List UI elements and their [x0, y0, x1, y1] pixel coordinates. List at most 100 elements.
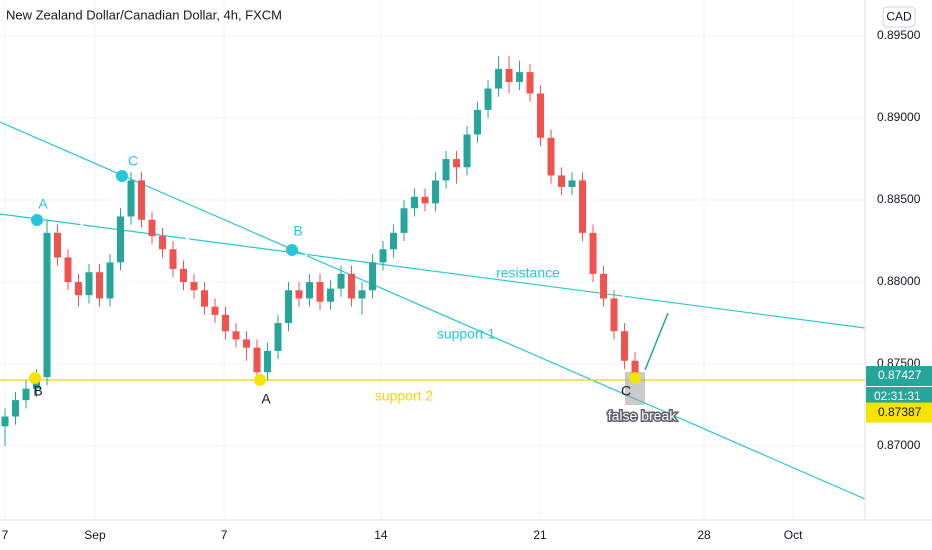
candle-body — [369, 262, 377, 291]
candle-body — [442, 159, 450, 181]
points — [29, 170, 641, 386]
y-tick-label: 0.89500 — [877, 28, 921, 42]
candle-body — [316, 282, 324, 302]
candle-body — [201, 290, 209, 307]
last-price-box — [866, 366, 932, 387]
candle-body — [11, 400, 19, 417]
candle-body — [505, 68, 513, 82]
candle-body — [568, 180, 576, 187]
candle-body — [421, 196, 429, 204]
currency-box[interactable] — [882, 6, 916, 28]
candle-body — [547, 137, 555, 176]
point — [254, 374, 266, 386]
point — [116, 170, 128, 182]
annotation: support 2 — [375, 388, 434, 404]
point — [629, 372, 641, 384]
candle-body — [1, 416, 9, 427]
candle-body — [106, 262, 114, 299]
candle-body — [159, 236, 167, 250]
candle-body — [453, 159, 461, 168]
point — [29, 372, 41, 384]
annotation: B — [33, 383, 42, 399]
point — [31, 214, 43, 226]
y-tick-label: 0.89000 — [877, 110, 921, 124]
pattern-arc — [33, 198, 262, 381]
bid-label: 0.87387 — [878, 405, 922, 419]
annotation: C — [621, 383, 631, 399]
candles — [1, 55, 639, 447]
candle-body — [85, 272, 93, 296]
candle-body — [327, 288, 335, 302]
candle-body — [138, 180, 146, 220]
x-tick-label: 7 — [221, 528, 228, 542]
candle-body — [432, 180, 440, 204]
annotation: B — [293, 223, 302, 239]
candle-body — [495, 68, 503, 89]
candle-body — [169, 249, 177, 269]
x-tick-label: 14 — [374, 528, 388, 542]
point — [286, 244, 298, 256]
candle-body — [127, 180, 135, 217]
candle-body — [579, 180, 587, 233]
candle-body — [190, 282, 198, 291]
x-tick-label: 7 — [2, 528, 9, 542]
candle-body — [526, 72, 534, 94]
y-tick-label: 0.88000 — [877, 274, 921, 288]
candle-body — [348, 273, 356, 299]
arrow-line — [644, 312, 669, 371]
candle-body — [285, 290, 293, 324]
candle-body — [463, 134, 471, 168]
candle-body — [631, 360, 639, 377]
price-axis — [865, 0, 932, 520]
x-tick-label: Oct — [784, 528, 803, 542]
bid-box — [866, 402, 932, 423]
candle-body — [54, 232, 62, 258]
candle-body — [337, 273, 345, 289]
candle-body — [253, 347, 261, 373]
candle-body — [558, 175, 566, 187]
candle-body — [264, 350, 272, 373]
candle-body — [621, 331, 629, 361]
candle-body — [232, 331, 240, 340]
candle-body — [306, 282, 314, 299]
candle-body — [516, 72, 524, 82]
candle-body — [43, 232, 51, 378]
countdown: 02:31:31 — [874, 389, 921, 403]
x-tick-label: Sep — [84, 528, 106, 542]
y-tick-label: 0.88500 — [877, 192, 921, 206]
candle-body — [22, 388, 30, 401]
candle-body — [211, 306, 219, 315]
candle-body — [474, 109, 482, 135]
candle-body — [117, 216, 125, 263]
candle-body — [411, 196, 419, 209]
y-tick-label: 0.87000 — [877, 438, 921, 452]
annotation: C — [128, 153, 138, 169]
annotation: support 1 — [437, 326, 496, 342]
last-price: 0.87427 — [878, 368, 922, 382]
candle-body — [295, 290, 303, 299]
candle-body — [75, 282, 83, 296]
candle-body — [96, 272, 104, 299]
x-tick-label: 28 — [697, 528, 711, 542]
candle-body — [148, 219, 156, 237]
annotation: resistance — [496, 265, 560, 281]
candle-body — [390, 232, 398, 250]
currency[interactable]: CAD — [886, 10, 912, 24]
candle-body — [400, 208, 408, 233]
candle-body — [537, 93, 545, 138]
candle-body — [610, 298, 618, 332]
candle-body — [600, 273, 608, 299]
countdown-box — [866, 387, 932, 408]
candle-body — [484, 88, 492, 110]
candle-body — [379, 249, 387, 263]
candle-body — [243, 339, 251, 348]
candle-body — [358, 290, 366, 299]
candle-body — [274, 323, 282, 351]
chart-title: New Zealand Dollar/Canadian Dollar, 4h, … — [6, 7, 282, 22]
candle-body — [64, 257, 72, 283]
x-tick-label: 21 — [533, 528, 547, 542]
resistance-line — [0, 213, 866, 329]
candle-body — [589, 232, 597, 274]
